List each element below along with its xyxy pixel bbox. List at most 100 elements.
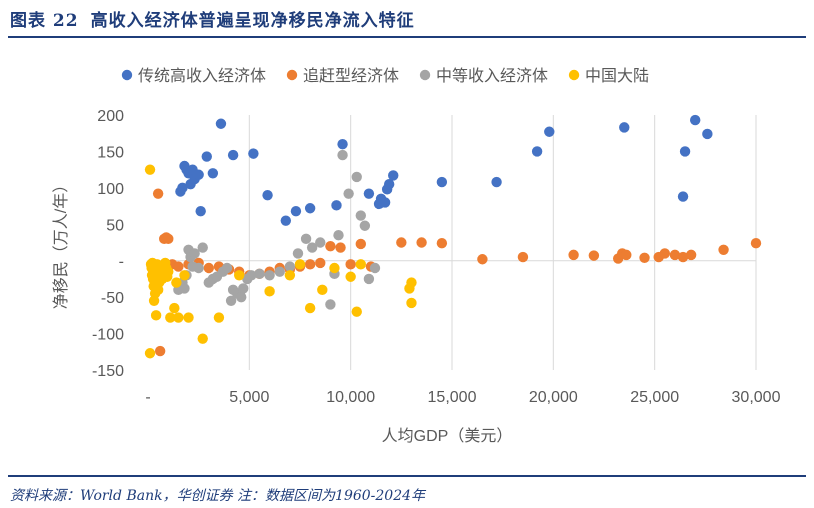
x-tick-label: 10,000 [326, 389, 375, 406]
legend-label: 传统高收入经济体 [138, 67, 266, 85]
scatter-point [264, 286, 275, 297]
scatter-point [396, 237, 407, 248]
scatter-point [280, 215, 292, 226]
scatter-point [355, 210, 366, 221]
scatter-point [254, 268, 265, 280]
chart-legend: 传统高收入经济体 追赶型经济体 中等收入经济体 中国大陆 [121, 67, 649, 85]
legend-marker [568, 69, 580, 81]
scatter-point [383, 179, 395, 190]
x-tick-label: 30,000 [732, 389, 781, 406]
series-3 [173, 149, 381, 310]
scatter-point [621, 249, 632, 261]
legend-marker [121, 69, 133, 81]
scatter-point [215, 118, 227, 129]
scatter-point [345, 259, 356, 270]
scatter-point [292, 248, 304, 259]
scatter-point [588, 250, 600, 261]
x-tick-label: 20,000 [529, 389, 578, 406]
y-tick-label: 50 [106, 217, 124, 234]
scatter-point [179, 270, 190, 281]
scatter-point [154, 345, 166, 357]
y-tick-label: - [119, 254, 124, 271]
x-tick-label: 5,000 [229, 389, 269, 406]
scatter-point [355, 259, 366, 270]
scatter-point [144, 348, 156, 359]
scatter-point [262, 189, 273, 201]
scatter-point [317, 284, 328, 296]
scatter-point [369, 262, 381, 274]
scatter-point [677, 191, 689, 202]
x-tick-label: - [145, 389, 150, 406]
y-tick-label: -100 [92, 327, 124, 344]
scatter-point [351, 306, 362, 317]
scatter-point [436, 176, 448, 188]
scatter-point [388, 170, 399, 181]
scatter-point [337, 149, 348, 161]
scatter-point [718, 244, 729, 255]
x-axis-label: 人均GDP（美元） [382, 427, 513, 445]
scatter-point [171, 277, 182, 288]
scatter-point [750, 238, 762, 249]
legend-item: 传统高收入经济体 [121, 67, 266, 85]
scatter-point [416, 237, 427, 248]
scatter-point [144, 164, 156, 175]
scatter-chart: 传统高收入经济体 追赶型经济体 中等收入经济体 中国大陆 -150-100-50-50… [52, 67, 781, 445]
scatter-point [406, 277, 417, 288]
scatter-point [679, 146, 691, 157]
x-tick-label: 25,000 [630, 389, 679, 406]
scatter-point [294, 259, 306, 270]
legend-item: 追赶型经济体 [286, 67, 399, 85]
chart-gridlines [248, 115, 757, 370]
scatter-point [195, 205, 206, 217]
scatter-point [337, 138, 348, 150]
scatter-point [169, 302, 180, 314]
scatter-point [659, 248, 670, 259]
scatter-point [163, 233, 174, 245]
scatter-point [315, 257, 326, 269]
y-tick-label: 100 [97, 181, 124, 198]
scatter-point [193, 169, 204, 180]
scatter-point [669, 249, 681, 261]
scatter-point [363, 273, 375, 285]
x-tick-label: 15,000 [428, 389, 477, 406]
scatter-point [639, 252, 650, 263]
chart-points [144, 114, 762, 359]
legend-label: 中国大陆 [585, 67, 649, 85]
scatter-point [284, 270, 296, 281]
scatter-point [491, 176, 502, 188]
scatter-point [165, 312, 176, 323]
legend-item: 中等收入经济体 [419, 67, 548, 85]
scatter-point [355, 238, 366, 250]
scatter-point [359, 220, 371, 231]
scatter-point [568, 249, 579, 261]
scatter-point [197, 242, 208, 253]
scatter-point [284, 261, 296, 272]
scatter-point [274, 266, 285, 277]
scatter-point [304, 302, 316, 314]
series-4 [144, 164, 417, 359]
legend-label: 追赶型经济体 [303, 67, 399, 85]
scatter-point [203, 262, 214, 274]
y-tick-label: -150 [92, 363, 124, 380]
scatter-point [343, 188, 354, 199]
scatter-point [345, 271, 356, 282]
legend-label: 中等收入经济体 [436, 67, 548, 85]
scatter-point [207, 168, 219, 179]
scatter-point [406, 297, 417, 309]
scatter-point [213, 312, 225, 323]
scatter-point [300, 233, 312, 245]
scatter-point [290, 205, 302, 217]
scatter-point [152, 188, 164, 199]
scatter-point [436, 238, 448, 249]
scatter-point [304, 259, 316, 270]
scatter-point [477, 254, 488, 265]
bottom-rule [8, 475, 806, 477]
scatter-point [677, 251, 689, 263]
scatter-point [236, 291, 247, 303]
scatter-point [329, 262, 340, 274]
scatter-point [197, 333, 208, 344]
scatter-point [315, 237, 326, 248]
y-tick-label: 200 [97, 108, 124, 125]
scatter-point [189, 248, 200, 259]
